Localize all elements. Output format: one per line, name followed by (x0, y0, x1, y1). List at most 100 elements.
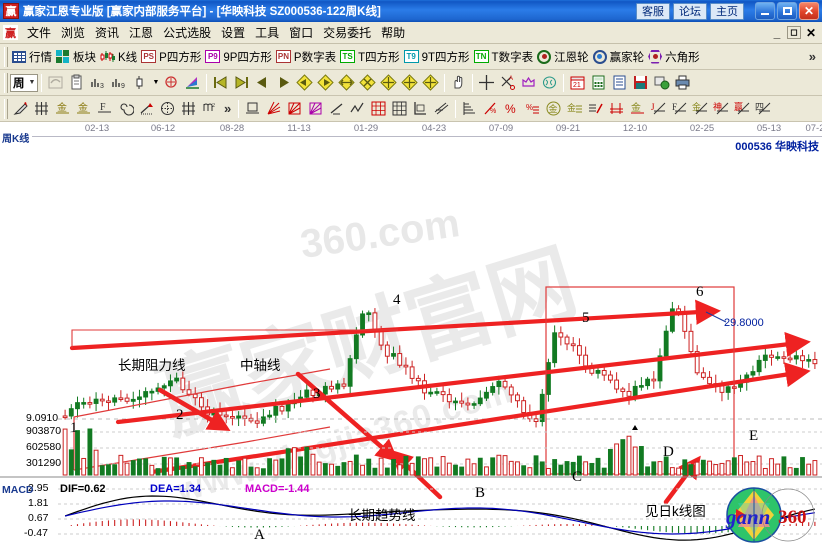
menu-item-browse[interactable]: 浏览 (61, 26, 86, 40)
menu-item-help[interactable]: 帮助 (381, 26, 406, 40)
menu-item-gann[interactable]: 江恩 (129, 26, 154, 40)
cycle-button[interactable] (161, 72, 182, 94)
home-button[interactable]: 主页 (710, 2, 744, 20)
gold-angle-button[interactable]: 金 (690, 98, 711, 120)
fan-red-button[interactable] (263, 98, 284, 120)
spectrum-button[interactable] (182, 72, 203, 94)
chart-area[interactable]: 周K线 02-13 06-12 08-28 11-13 01-29 04-23 … (0, 122, 822, 547)
percent-pct-button[interactable]: % (480, 98, 501, 120)
toolbar-kline-button[interactable]: K线 (98, 46, 139, 68)
prev-button[interactable] (252, 72, 273, 94)
f-angle-button[interactable]: F (669, 98, 690, 120)
print-button[interactable] (672, 72, 693, 94)
toolbar-gann-wheel-button[interactable]: 江恩轮 (535, 46, 591, 68)
mdi-close-button[interactable]: ✕ (805, 25, 817, 40)
box-tool-button[interactable] (242, 98, 263, 120)
last-page-button[interactable] (231, 72, 252, 94)
fan-box2-button[interactable] (305, 98, 326, 120)
gold-line-button[interactable]: 金 (627, 98, 648, 120)
toolbar-pn-table-button[interactable]: PN P数字表 (274, 46, 338, 68)
kline-9-button[interactable]: 9 (108, 72, 129, 94)
toolbar-ts-square-button[interactable]: TS T四方形 (338, 46, 402, 68)
circle-fan-button[interactable] (157, 98, 178, 120)
calculator-button[interactable] (588, 72, 609, 94)
diamond-move2-button[interactable] (399, 72, 420, 94)
grid2-button[interactable] (178, 98, 199, 120)
refresh-button[interactable] (45, 72, 66, 94)
menu-item-trade[interactable]: 交易委托 (323, 26, 372, 40)
maximize-button[interactable] (777, 2, 797, 20)
diamond-x-button[interactable] (357, 72, 378, 94)
ying-angle-button[interactable]: 赢 (732, 98, 753, 120)
fan-box-button[interactable] (284, 98, 305, 120)
next-button[interactable] (273, 72, 294, 94)
grid-lines-button[interactable] (31, 98, 52, 120)
toolbar-ps-square-button[interactable]: PS P四方形 (139, 46, 203, 68)
menu-item-settings[interactable]: 设置 (221, 26, 246, 40)
grid-dark-button[interactable] (389, 98, 410, 120)
parallel-button[interactable] (431, 98, 452, 120)
calendar-button[interactable]: 21 (567, 72, 588, 94)
diamond-right-button[interactable] (315, 72, 336, 94)
percent-button[interactable]: % (501, 98, 522, 120)
shen-angle-button[interactable]: 神 (711, 98, 732, 120)
toolbar1-overflow-button[interactable]: » (808, 49, 816, 64)
gold-pen-button[interactable] (585, 98, 606, 120)
menu-item-file[interactable]: 文件 (27, 26, 52, 40)
percent-eq-button[interactable]: % (522, 98, 543, 120)
notes-button[interactable] (609, 72, 630, 94)
toolbar-tn-table-button[interactable]: TN T数字表 (472, 46, 536, 68)
minimize-button[interactable] (755, 2, 775, 20)
pen-tool-button[interactable] (10, 98, 31, 120)
spiral-button[interactable] (115, 98, 136, 120)
save-button[interactable] (630, 72, 651, 94)
menu-item-window[interactable]: 窗口 (289, 26, 314, 40)
hand-tool-button[interactable] (448, 72, 469, 94)
crosshair-button[interactable] (476, 72, 497, 94)
toolbar3-overflow-button[interactable]: » (224, 101, 232, 116)
toolbar-t9-square-button[interactable]: T9 9T四方形 (402, 46, 472, 68)
export-button[interactable] (651, 72, 672, 94)
diamond-h-button[interactable] (336, 72, 357, 94)
gold-ratio2-button[interactable]: 金 (73, 98, 94, 120)
brain-button[interactable] (539, 72, 560, 94)
gold-eq-button[interactable]: 金 (564, 98, 585, 120)
forum-button[interactable]: 论坛 (673, 2, 707, 20)
scissors-button[interactable]: A (497, 72, 518, 94)
mdi-restore-button[interactable]: ◻ (787, 26, 801, 39)
nsq-button[interactable]: 2 (199, 98, 220, 120)
crown-button[interactable] (518, 72, 539, 94)
kline-3-button[interactable]: 3 (87, 72, 108, 94)
toolbar-blocks-button[interactable]: 板块 (54, 46, 98, 68)
toolbar-p9-square-button[interactable]: P9 9P四方形 (203, 46, 274, 68)
candle-dropdown-button[interactable]: ▼ (150, 72, 161, 94)
toolbar-grip[interactable] (4, 46, 8, 67)
candle-single-button[interactable] (129, 72, 150, 94)
diamond-move-button[interactable] (378, 72, 399, 94)
gold-ratio-button[interactable]: 金 (52, 98, 73, 120)
toolbar-winner-wheel-button[interactable]: 赢家轮 (591, 46, 647, 68)
lframe-button[interactable] (410, 98, 431, 120)
si-angle-button[interactable]: 四 (753, 98, 774, 120)
menu-item-formula-screen[interactable]: 公式选股 (163, 26, 212, 40)
fibo-f-button[interactable]: F (94, 98, 115, 120)
toolbar-hexagon-button[interactable]: 六角形 (646, 46, 702, 68)
gold-circle-button[interactable]: 金 (543, 98, 564, 120)
chart-canvas[interactable] (0, 122, 822, 547)
clipboard-button[interactable] (66, 72, 87, 94)
close-button[interactable]: ✕ (799, 2, 819, 20)
mdi-minimize-button[interactable]: _ (773, 25, 781, 40)
support-button[interactable]: 客服 (636, 2, 670, 20)
menu-item-tools[interactable]: 工具 (255, 26, 280, 40)
period-select[interactable]: 周 ▼ (10, 73, 39, 92)
toolbar-quote-button[interactable]: 行情 (10, 46, 54, 68)
diamond-move3-button[interactable] (420, 72, 441, 94)
menu-item-news[interactable]: 资讯 (95, 26, 120, 40)
zigzag-button[interactable] (347, 98, 368, 120)
arrow-eq-button[interactable] (606, 98, 627, 120)
angle-button[interactable] (326, 98, 347, 120)
arrow-fan-button[interactable] (136, 98, 157, 120)
grid-red-button[interactable] (368, 98, 389, 120)
toolbar3-grip[interactable] (4, 98, 8, 119)
toolbar2-grip[interactable] (4, 72, 8, 93)
